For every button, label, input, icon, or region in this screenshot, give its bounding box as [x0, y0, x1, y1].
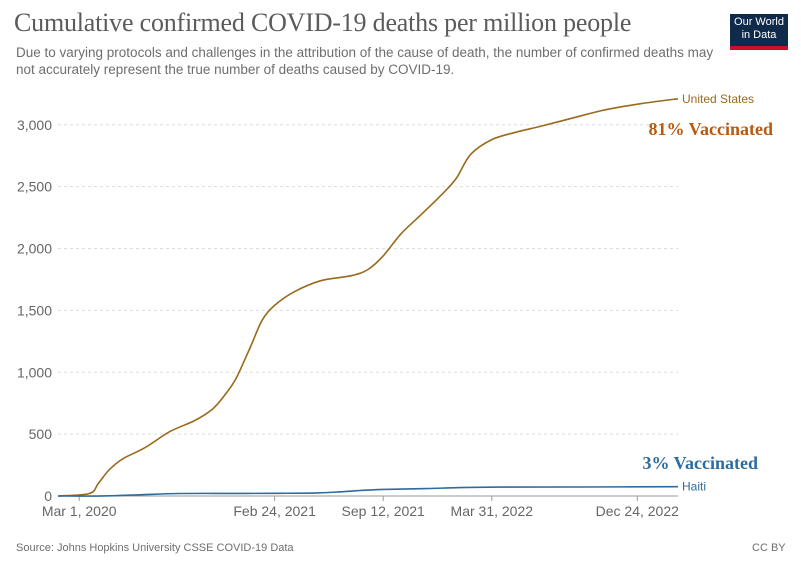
y-tick-label: 3,000 [17, 117, 52, 133]
x-tick-label: Mar 31, 2022 [451, 503, 534, 519]
logo-line-2: in Data [741, 28, 777, 41]
y-tick-label: 0 [44, 488, 52, 504]
license-note[interactable]: CC BY [752, 542, 786, 554]
x-tick-label: Mar 1, 2020 [42, 503, 117, 519]
series-label: Haiti [682, 480, 706, 494]
series-line-united-states [57, 98, 679, 497]
logo-line-1: Our World [734, 16, 784, 28]
y-tick-label: 500 [29, 426, 53, 442]
series-line-haiti [57, 485, 679, 497]
x-tick-label: Sep 12, 2021 [342, 503, 426, 519]
series-lines [57, 98, 679, 497]
gridlines [58, 124, 678, 435]
x-tick-label: Dec 24, 2022 [596, 503, 679, 519]
x-tick-label: Feb 24, 2021 [233, 503, 316, 519]
chart-title: Cumulative confirmed COVID-19 deaths per… [14, 8, 632, 37]
y-tick-label: 1,500 [17, 302, 52, 318]
y-tick-label: 2,000 [17, 241, 52, 257]
chart-subtitle: Due to varying protocols and challenges … [16, 45, 714, 77]
source-note[interactable]: Source: Johns Hopkins University CSSE CO… [16, 542, 294, 554]
annotation-us-vaccinated: 81% Vaccinated [648, 119, 773, 139]
series-labels: United States Haiti 81% Vaccinated 3% Vacci… [642, 92, 773, 494]
y-tick-label: 2,500 [17, 179, 52, 195]
owid-logo[interactable]: Our World in Data [730, 14, 788, 50]
axes: 0 500 1,000 1,500 2,000 2,500 3,000 Mar 1, 2020… [17, 117, 679, 519]
annotation-haiti-vaccinated: 3% Vaccinated [642, 453, 758, 473]
line-chart: 0 500 1,000 1,500 2,000 2,500 3,000 Mar 1, 2020… [17, 92, 773, 519]
series-label: United States [682, 92, 754, 106]
logo-accent-bar [730, 46, 788, 50]
y-tick-label: 1,000 [17, 364, 52, 380]
